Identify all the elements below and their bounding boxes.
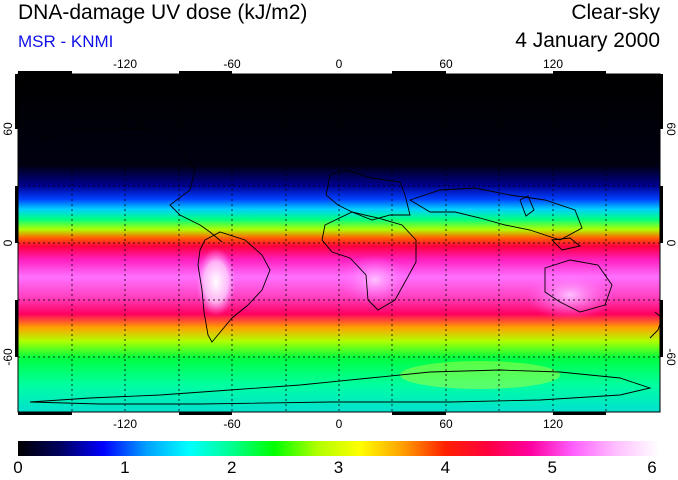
frame-bars	[15, 71, 663, 415]
colorbar-tick: 4	[440, 458, 451, 477]
sky-condition-label: Clear-sky	[571, 1, 660, 24]
coastlines	[29, 127, 660, 405]
source-label: MSR - KNMI	[18, 32, 114, 51]
colorbar	[18, 441, 659, 456]
lat-tick-right: -60	[664, 348, 678, 366]
colorbar-tick: 2	[226, 458, 237, 477]
lon-tick-bottom: -120	[113, 417, 137, 431]
lon-tick-top: -120	[113, 57, 137, 71]
lon-tick-top: 60	[439, 57, 453, 71]
antarctic-high-band	[400, 361, 560, 389]
date-label: 4 January 2000	[515, 29, 660, 52]
australia-uv-high	[525, 270, 615, 320]
lat-tick-left: 0	[1, 239, 15, 246]
lon-tick-bottom: 0	[336, 417, 343, 431]
lon-tick-bottom: -60	[223, 417, 241, 431]
lat-tick-right: 60	[664, 122, 678, 136]
colorbar-tick: 5	[547, 458, 557, 477]
colorbar-tick: 1	[120, 458, 130, 477]
graticule	[18, 74, 660, 412]
lat-tick-right: 0	[664, 240, 678, 247]
map-title: DNA-damage UV dose (kJ/m2)	[18, 1, 308, 24]
lon-tick-top: 0	[336, 57, 343, 71]
lat-tick-left: -60	[1, 348, 15, 366]
andes-uv-maximum	[196, 248, 236, 316]
lon-tick-top: -60	[223, 57, 241, 71]
lon-tick-bottom: 120	[543, 417, 563, 431]
africa-uv-high	[340, 255, 410, 305]
colorbar-tick: 3	[333, 458, 344, 477]
lat-tick-left: 60	[1, 122, 15, 136]
lon-tick-top: 120	[543, 57, 563, 71]
colorbar-tick: 0	[13, 458, 23, 477]
colorbar-tick: 6	[647, 458, 657, 477]
lon-tick-bottom: 60	[439, 417, 453, 431]
